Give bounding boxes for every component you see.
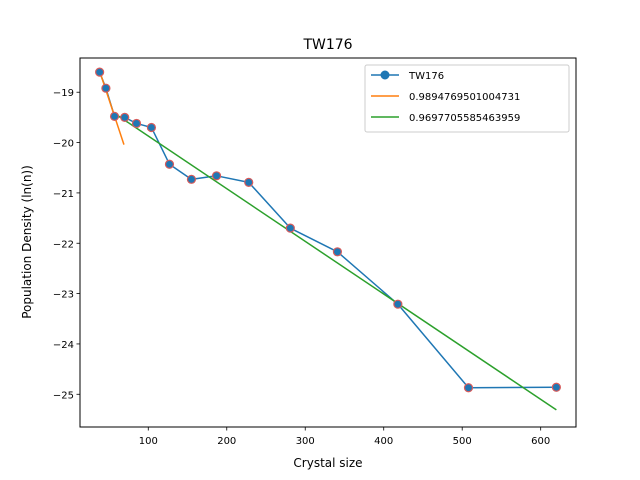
data-point <box>131 118 142 129</box>
y-tick-label: −21 <box>53 189 74 200</box>
data-point <box>211 171 222 181</box>
data-point <box>146 122 157 133</box>
y-axis-label: Population Density (ln(n)) <box>20 165 34 319</box>
y-tick-label: −19 <box>53 88 74 99</box>
series-line-2 <box>114 112 557 411</box>
legend-label-0: TW176 <box>408 71 444 82</box>
x-tick-label: 400 <box>374 436 393 447</box>
y-tick-label: −20 <box>53 139 74 150</box>
x-tick-label: 300 <box>296 436 315 447</box>
x-tick-label: 500 <box>453 436 472 447</box>
legend-label-2: 0.9697705585463959 <box>409 113 520 124</box>
y-tick-label: −24 <box>53 340 74 351</box>
chart-title: TW176 <box>302 37 352 53</box>
data-point <box>120 112 130 123</box>
data-point <box>186 174 197 184</box>
legend: TW176 0.9894769501004731 0.969770558546395… <box>364 64 570 133</box>
series-markers <box>95 67 561 393</box>
data-point <box>164 159 175 169</box>
y-tick-label: −22 <box>53 239 74 250</box>
data-point <box>551 382 561 392</box>
data-point <box>109 111 120 122</box>
data-point <box>101 83 111 93</box>
y-axis-ticks: −25 −24 −23 −22 −21 −20 −19 <box>53 88 80 401</box>
plot-area-frame <box>79 57 577 428</box>
x-tick-label: 600 <box>531 436 550 447</box>
data-point <box>244 177 254 187</box>
y-tick-label: −25 <box>53 390 74 401</box>
x-axis-label: Crystal size <box>293 456 362 470</box>
data-point <box>95 67 105 77</box>
legend-marker <box>380 70 390 80</box>
legend-box <box>364 64 570 133</box>
series-line-1 <box>98 70 125 145</box>
data-point <box>332 247 343 257</box>
y-tick-label: −23 <box>53 290 74 301</box>
data-point <box>285 223 295 233</box>
data-point <box>393 299 403 309</box>
legend-label-1: 0.9894769501004731 <box>409 92 520 103</box>
x-axis-ticks: 100 200 300 400 500 600 <box>139 427 550 447</box>
x-tick-label: 200 <box>217 436 236 447</box>
data-point <box>463 383 474 393</box>
x-tick-label: 100 <box>139 436 158 447</box>
